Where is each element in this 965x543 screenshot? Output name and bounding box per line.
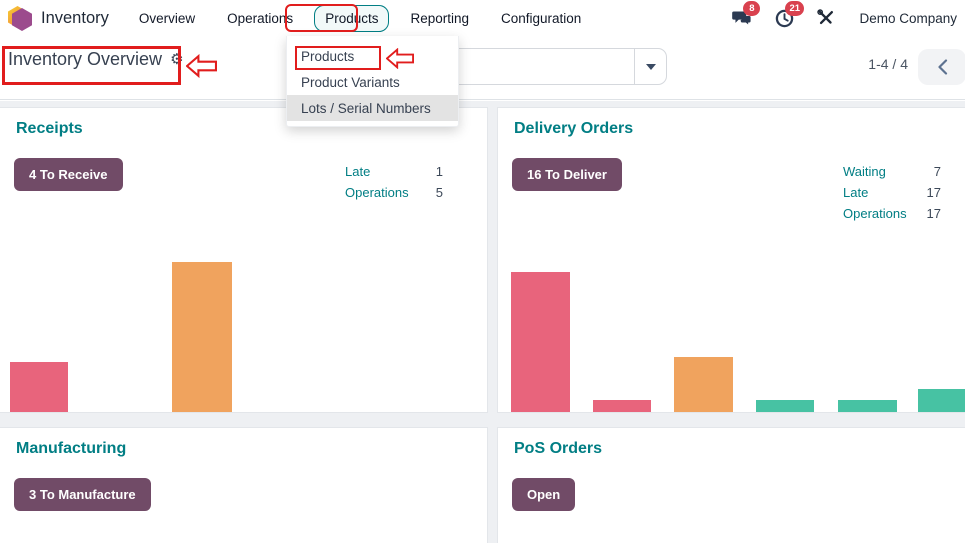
delivery-bar-chart [498, 247, 965, 412]
stat-label-waiting[interactable]: Waiting [843, 164, 886, 179]
stat-label-late[interactable]: Late [843, 185, 869, 200]
menu-configuration[interactable]: Configuration [501, 10, 582, 26]
receipts-stats: Late 1 Operations 5 [345, 161, 443, 203]
main-menu: Overview Operations Products Reporting C… [123, 0, 597, 36]
to-receive-button[interactable]: 4 To Receive [14, 158, 123, 191]
stat-row: Waiting 7 [843, 161, 941, 182]
card-manufacturing[interactable]: Manufacturing 3 To Manufacture [0, 427, 488, 543]
card-pos-orders[interactable]: PoS Orders Open [497, 427, 965, 543]
breadcrumb: Inventory Overview ⚙ [8, 49, 184, 70]
chart-bar[interactable] [10, 362, 68, 412]
card-title-pos-orders[interactable]: PoS Orders [514, 440, 603, 457]
chart-bar[interactable] [511, 272, 570, 412]
top-navbar: Inventory Overview Operations Products R… [0, 0, 965, 36]
messages-badge: 8 [743, 1, 761, 16]
stat-row: Late 1 [345, 161, 443, 182]
chart-bar[interactable] [674, 357, 733, 412]
stat-label-late[interactable]: Late [345, 164, 371, 179]
card-title-receipts[interactable]: Receipts [16, 120, 83, 137]
stat-value-late: 17 [926, 185, 941, 200]
clock-icon [775, 9, 794, 27]
stat-value-operations: 5 [435, 185, 443, 200]
tools-button[interactable] [815, 7, 837, 29]
control-panel: Inventory Overview ⚙ 1-4 / 4 [0, 36, 965, 100]
wrench-screwdriver-icon [817, 9, 834, 25]
messages-button[interactable]: 8 [731, 1, 761, 29]
stat-value-waiting: 7 [933, 164, 941, 179]
delivery-stats: Waiting 7 Late 17 Operations 17 [843, 161, 941, 224]
card-receipts[interactable]: Receipts 4 To Receive Late 1 Operations … [0, 107, 488, 413]
chevron-down-icon [645, 63, 656, 70]
pager-previous-button[interactable] [918, 49, 965, 85]
chart-bar[interactable] [756, 400, 814, 412]
stat-row: Operations 5 [345, 182, 443, 203]
activities-badge: 21 [785, 1, 805, 16]
card-title-manufacturing[interactable]: Manufacturing [16, 440, 127, 457]
page-title: Inventory Overview [8, 49, 163, 69]
dropdown-item-products[interactable]: Products [301, 48, 355, 64]
stat-row: Late 17 [843, 182, 941, 203]
chart-bar[interactable] [593, 400, 651, 412]
products-dropdown-menu: Products Product Variants Lots / Serial … [286, 36, 459, 127]
inventory-app-icon [8, 5, 32, 31]
menu-reporting[interactable]: Reporting [410, 10, 470, 26]
stat-value-late: 1 [435, 164, 443, 179]
menu-products[interactable]: Products [314, 4, 390, 32]
search-options-toggle[interactable] [634, 49, 666, 84]
pos-open-button[interactable]: Open [512, 478, 576, 511]
dropdown-item-lots-serial-numbers[interactable]: Lots / Serial Numbers [287, 95, 458, 121]
chart-bar[interactable] [838, 400, 897, 412]
to-deliver-button[interactable]: 16 To Deliver [512, 158, 622, 191]
app-name[interactable]: Inventory [41, 8, 109, 27]
stat-label-operations[interactable]: Operations [843, 206, 907, 221]
pager-text: 1-4 / 4 [868, 56, 908, 72]
app-switcher[interactable]: Inventory [0, 5, 123, 31]
stat-row: Operations 17 [843, 203, 941, 224]
systray: 8 21 Demo Company [731, 0, 957, 36]
chat-bubbles-icon [732, 11, 752, 27]
card-delivery-orders[interactable]: Delivery Orders 16 To Deliver Waiting 7 … [497, 107, 965, 413]
company-name[interactable]: Demo Company [859, 10, 957, 26]
dropdown-item-product-variants[interactable]: Product Variants [301, 74, 400, 90]
card-title-delivery-orders[interactable]: Delivery Orders [514, 120, 634, 137]
chart-bar[interactable] [918, 389, 965, 412]
chevron-left-icon [937, 59, 947, 75]
menu-overview[interactable]: Overview [138, 10, 196, 26]
to-manufacture-button[interactable]: 3 To Manufacture [14, 478, 151, 511]
chart-bar[interactable] [172, 262, 232, 412]
stat-value-operations: 17 [926, 206, 941, 221]
gear-icon[interactable]: ⚙ [170, 51, 184, 68]
receipts-bar-chart [0, 247, 487, 412]
stat-label-operations[interactable]: Operations [345, 185, 409, 200]
activities-button[interactable]: 21 [773, 1, 805, 29]
menu-operations[interactable]: Operations [227, 10, 294, 26]
